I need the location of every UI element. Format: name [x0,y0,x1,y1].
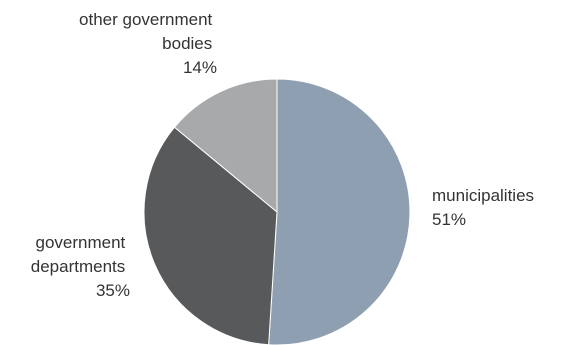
pie-slice-municipalities [268,78,411,345]
slice-label-municipalities-line-1: municipalities [432,186,534,205]
slice-label-government-departments-line-1: government [35,233,125,252]
slice-label-other-government-bodies-line-1: other government [79,10,213,29]
pie-slice-government-departments [143,126,278,345]
slice-label-other-government-bodies: other government bodies 14% [79,10,217,77]
slice-label-other-government-bodies-line-2: bodies [162,34,212,53]
slice-label-government-departments: government departments 35% [31,233,130,300]
pie-slice-other-government-bodies [173,78,278,214]
pie-slices [143,78,411,345]
slice-label-government-departments-line-2: departments [31,257,126,276]
pie-labels: municipalities 51% government department… [31,10,539,300]
slice-label-municipalities-value: 51% [432,210,466,229]
slice-label-municipalities: municipalities 51% [432,186,539,229]
slice-label-government-departments-value: 35% [96,281,130,300]
slice-label-other-government-bodies-value: 14% [183,58,217,77]
